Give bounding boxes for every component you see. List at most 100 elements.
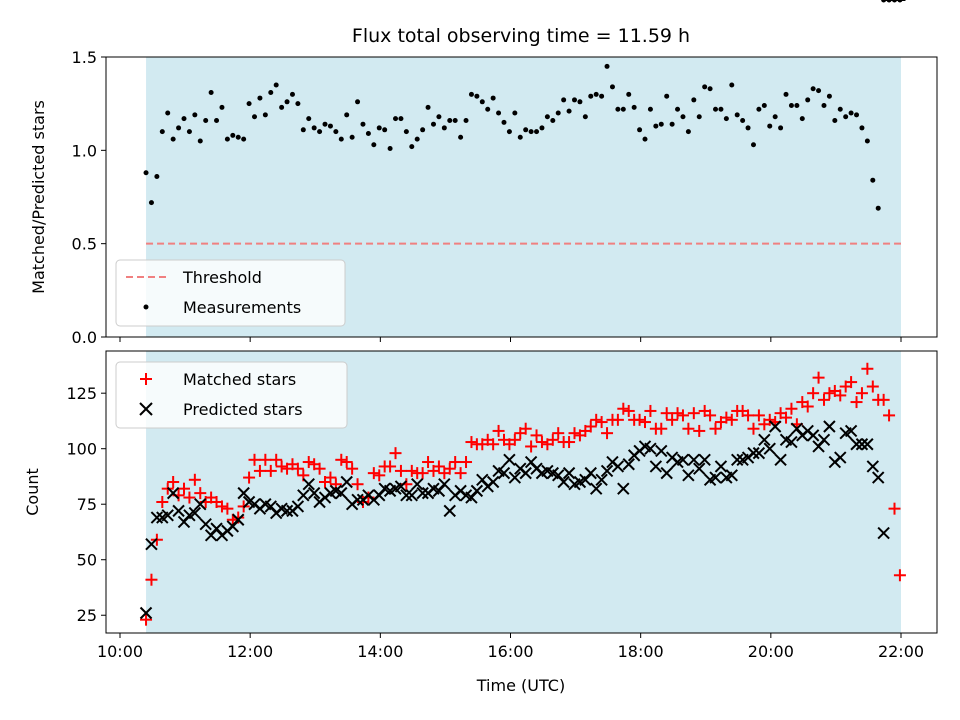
matched-stars-point [742, 409, 755, 422]
measurement-point [734, 112, 740, 118]
measurement-point [393, 116, 399, 122]
predicted-stars-point [470, 484, 484, 498]
predicted-stars-point [280, 504, 294, 518]
matched-stars-point [492, 424, 505, 437]
matched-stars-point [416, 467, 429, 480]
matched-stars-point [595, 416, 608, 429]
predicted-stars-point [405, 489, 418, 502]
measurement-point [794, 103, 800, 109]
predicted-stars-point [785, 435, 798, 449]
matched-stars-point [340, 456, 353, 469]
predicted-stars-point [682, 469, 695, 482]
matched-stars-point [780, 411, 793, 424]
predicted-stars-point [145, 537, 158, 551]
predicted-stars-point [834, 451, 847, 464]
predicted-stars-point [589, 482, 603, 495]
measurement-point [696, 114, 702, 120]
measurement-point [609, 84, 615, 90]
predicted-stars-point [340, 475, 353, 489]
x-tick-label: 18:00 [618, 642, 664, 661]
predicted-stars-point [557, 475, 570, 489]
measurement-point [425, 104, 431, 110]
measurement-point [268, 89, 274, 95]
measurement-point [360, 121, 366, 127]
matched-stars-point [140, 613, 153, 626]
matched-stars-point [487, 438, 500, 451]
measurement-point [805, 97, 811, 103]
predicted-stars-point [844, 424, 858, 438]
predicted-stars-point [758, 433, 771, 447]
measurement-point [279, 104, 285, 110]
matched-stars-point [346, 462, 359, 475]
measurement-point [300, 127, 306, 133]
count-panel: 25 50 75 100 125 10:00 12:00 14:00 16:00 18:00 20:… [23, 0, 938, 661]
measurement-point [870, 177, 876, 183]
measurement-point [740, 117, 746, 123]
matched-stars-point [335, 453, 348, 466]
measurement-point [219, 104, 225, 110]
predicted-stars-point [747, 446, 760, 460]
matched-stars-point [861, 362, 874, 375]
matched-stars-point [644, 404, 657, 417]
predicted-stars-legend-swatch [139, 402, 153, 416]
matched-stars-point [590, 413, 603, 426]
predicted-stars-point [850, 438, 863, 451]
matched-stars-point [883, 409, 896, 422]
matched-stars-point [655, 422, 668, 435]
predicted-stars-point [768, 420, 782, 433]
measurement-point [680, 114, 686, 120]
chart-title: Flux total observing time = 11.59 h [352, 25, 690, 47]
predicted-stars-point [297, 489, 310, 502]
measurement-point [832, 117, 838, 123]
measurement-point [387, 145, 393, 151]
measurement-point [642, 136, 648, 142]
x-tick-label: 22:00 [878, 642, 924, 661]
measurement-point [875, 205, 881, 211]
matched-stars-point [367, 467, 380, 480]
count-y-tick-label: 75 [77, 495, 97, 514]
matched-stars-point [693, 424, 706, 437]
predicted-stars-point [188, 506, 202, 520]
measurement-point [458, 134, 464, 140]
predicted-stars-point [503, 453, 516, 467]
predicted-stars-point [351, 493, 364, 506]
measurement-point [821, 103, 827, 109]
predicted-stars-point [508, 471, 522, 484]
predicted-stars-point [622, 458, 635, 471]
predicted-stars-point [411, 478, 424, 491]
predicted-stars-point [806, 429, 820, 442]
measurement-point [778, 125, 784, 131]
x-tick-label: 14:00 [357, 642, 403, 661]
matched-stars-point [568, 427, 581, 440]
measurement-point [203, 117, 209, 123]
measurement-point [631, 104, 637, 110]
measurement-point [376, 125, 382, 131]
matched-stars-point [465, 436, 478, 449]
measurement-point [658, 121, 664, 127]
measurement-point [718, 106, 724, 112]
predicted-stars-point [139, 606, 153, 620]
predicted-stars-point [725, 469, 738, 482]
predicted-stars-point [307, 486, 321, 500]
matched-stars-point [823, 387, 836, 400]
measurement-point [246, 101, 252, 107]
measurement-point [854, 112, 860, 118]
matched-stars-point [687, 407, 700, 420]
x-axis-label: Time (UTC) [476, 676, 565, 695]
measurement-point [848, 110, 854, 116]
predicted-stars-point [199, 517, 212, 531]
measurement-point [284, 99, 290, 105]
matched-stars-point [177, 482, 190, 495]
count-y-tick-label: 100 [66, 440, 97, 459]
predicted-stars-point [866, 460, 880, 473]
predicted-stars-point [655, 444, 668, 458]
measurement-point [729, 82, 735, 88]
matched-stars-point [530, 429, 543, 442]
ratio-y-axis-label: Matched/Predicted stars [29, 100, 48, 294]
measurement-point [837, 106, 843, 112]
matched-stars-point [682, 422, 695, 435]
measurement-point [523, 127, 529, 133]
measurement-point [501, 119, 507, 125]
measurement-point [295, 101, 301, 107]
measurement-point [306, 116, 312, 122]
